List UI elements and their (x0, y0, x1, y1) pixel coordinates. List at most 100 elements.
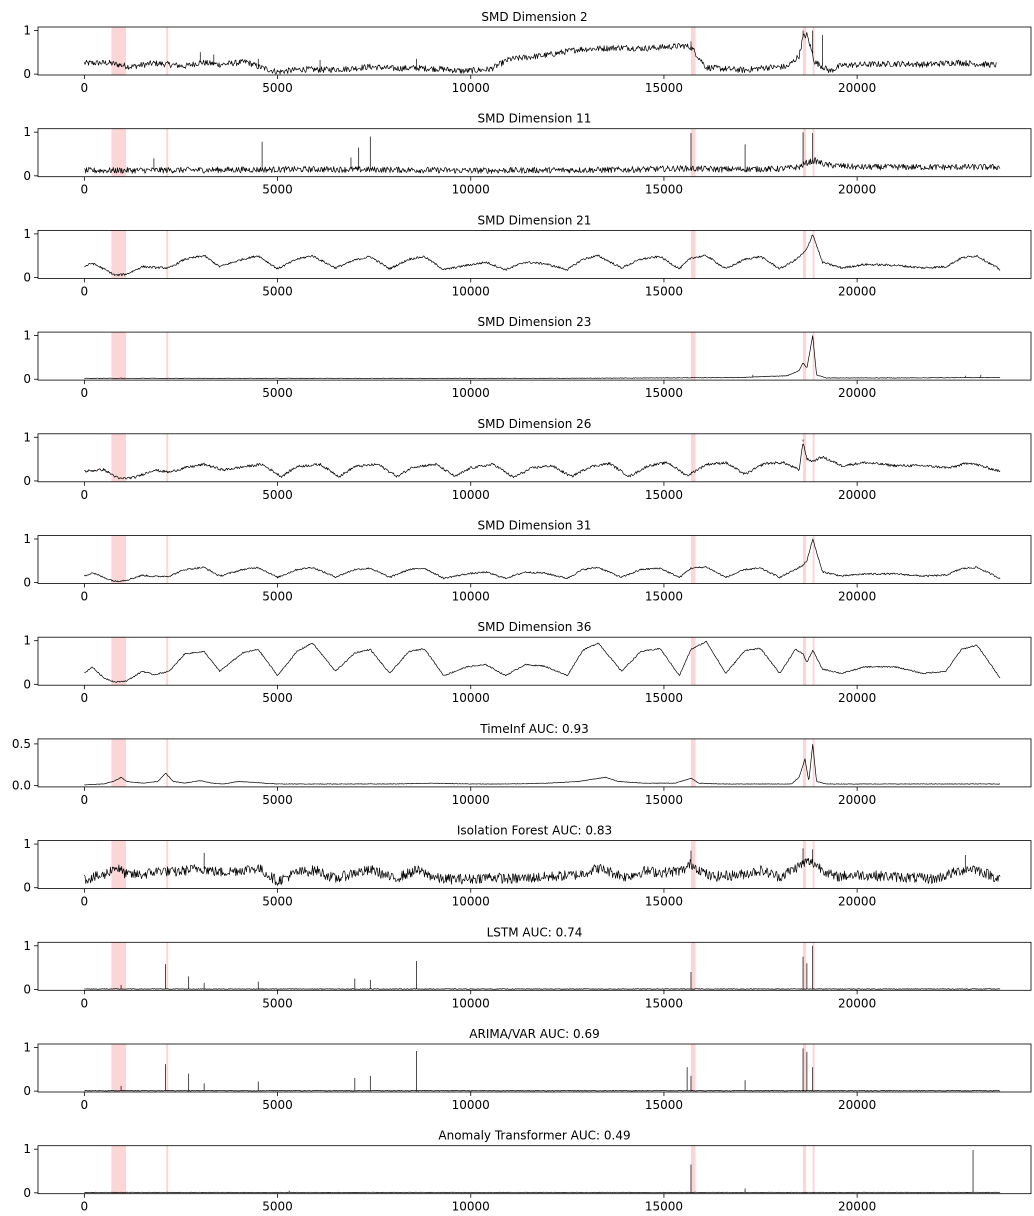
x-tick-label: 15000 (645, 895, 683, 909)
x-tick-label: 20000 (838, 183, 876, 197)
anomaly-region (111, 433, 127, 482)
anomaly-region (690, 535, 696, 584)
anomaly-region (812, 637, 815, 686)
subplot-title: ARIMA/VAR AUC: 0.69 (469, 1027, 599, 1041)
anomaly-region (803, 1145, 807, 1194)
x-tick-label: 15000 (645, 793, 683, 807)
y-tick-label: 1 (23, 23, 31, 37)
x-tick-label: 0 (81, 1098, 89, 1112)
x-tick-label: 0 (81, 284, 89, 298)
series-line (84, 744, 1001, 786)
x-tick-label: 15000 (645, 996, 683, 1010)
axes-frame (37, 331, 1032, 381)
anomaly-region (812, 433, 815, 482)
anomaly-region (690, 230, 696, 279)
x-tick-label: 10000 (452, 488, 490, 502)
y-tick-label: 0 (23, 1084, 31, 1098)
anomaly-region (812, 128, 815, 177)
anomaly-region (111, 1044, 127, 1092)
x-tick-label: 5000 (262, 386, 293, 400)
axes-frame (37, 636, 1032, 686)
anomaly-region (812, 27, 815, 75)
y-tick-label: 1 (23, 837, 31, 851)
subplot-title: SMD Dimension 21 (478, 213, 592, 227)
anomaly-region (111, 738, 127, 787)
x-tick-label: 0 (81, 81, 89, 95)
x-tick-label: 10000 (452, 183, 490, 197)
anomaly-region (690, 332, 696, 381)
axes-frame (37, 738, 1032, 788)
anomaly-region (812, 738, 815, 787)
y-tick-label: 1 (23, 1040, 31, 1054)
x-tick-label: 20000 (838, 793, 876, 807)
anomaly-region (812, 942, 815, 991)
anomaly-region (690, 128, 696, 177)
anomaly-region (803, 27, 807, 75)
anomaly-region (166, 738, 169, 787)
subplot-11: ARIMA/VAR AUC: 0.69 0 5000 10000 15000 20000 0… (23, 1027, 1032, 1112)
x-tick-label: 0 (81, 183, 89, 197)
series-line (84, 640, 1001, 683)
anomaly-region (690, 27, 696, 75)
y-tick-label: 0 (23, 474, 31, 488)
x-tick-label: 5000 (262, 895, 293, 909)
axes-frame (37, 1145, 1032, 1195)
x-tick-label: 15000 (645, 81, 683, 95)
y-tick-label: 1 (23, 430, 31, 444)
x-tick-label: 15000 (645, 284, 683, 298)
x-tick-label: 15000 (645, 488, 683, 502)
x-tick-label: 0 (81, 1200, 89, 1214)
x-tick-label: 0 (81, 691, 89, 705)
subplot-title: SMD Dimension 36 (478, 620, 592, 634)
series-line (84, 945, 1001, 990)
subplot-title: Anomaly Transformer AUC: 0.49 (438, 1129, 630, 1143)
subplot-9: Isolation Forest AUC: 0.83 0 5000 10000 1500… (23, 824, 1032, 909)
x-tick-label: 10000 (452, 895, 490, 909)
x-tick-label: 15000 (645, 183, 683, 197)
x-tick-label: 20000 (838, 895, 876, 909)
subplot-title: SMD Dimension 23 (478, 315, 592, 329)
anomaly-region (111, 535, 127, 584)
x-tick-label: 0 (81, 793, 89, 807)
axes-frame (37, 941, 1032, 991)
anomaly-region (111, 637, 127, 686)
x-tick-label: 10000 (452, 590, 490, 604)
anomaly-region (111, 128, 127, 177)
anomaly-region (111, 1145, 127, 1194)
x-tick-label: 20000 (838, 996, 876, 1010)
subplot-title: SMD Dimension 26 (478, 417, 592, 431)
y-tick-label: 0 (23, 169, 31, 183)
anomaly-region (690, 433, 696, 482)
subplot-6: SMD Dimension 31 0 5000 10000 15000 20000 0 1 (23, 519, 1032, 604)
y-tick-label: 1 (23, 939, 31, 953)
anomaly-region (166, 128, 169, 177)
anomaly-region (166, 27, 169, 75)
subplot-5: SMD Dimension 26 0 5000 10000 15000 20000 0 1 (23, 417, 1032, 502)
anomaly-region (812, 332, 815, 381)
anomaly-region (166, 840, 169, 889)
x-tick-label: 20000 (838, 386, 876, 400)
subplot-4: SMD Dimension 23 0 5000 10000 15000 20000 0 1 (23, 315, 1032, 400)
axes-frame (37, 433, 1032, 483)
y-tick-label: 1 (23, 1142, 31, 1156)
x-tick-label: 5000 (262, 81, 293, 95)
series-line (84, 1048, 1001, 1092)
anomaly-region (803, 535, 807, 584)
anomaly-region (166, 637, 169, 686)
anomaly-region (111, 942, 127, 991)
anomaly-region (166, 1145, 169, 1194)
x-tick-label: 15000 (645, 590, 683, 604)
x-tick-label: 5000 (262, 996, 293, 1010)
anomaly-region (803, 433, 807, 482)
anomaly-region (803, 332, 807, 381)
axes-frame (37, 26, 1032, 76)
x-tick-label: 5000 (262, 793, 293, 807)
subplot-title: LSTM AUC: 0.74 (487, 925, 583, 939)
y-tick-label: 1 (23, 227, 31, 241)
x-tick-label: 0 (81, 590, 89, 604)
x-tick-label: 5000 (262, 590, 293, 604)
subplot-1: SMD Dimension 2 0 5000 10000 15000 20000 0 1 (23, 10, 1032, 95)
subplot-title: TimeInf AUC: 0.93 (479, 722, 589, 736)
x-tick-label: 15000 (645, 1098, 683, 1112)
